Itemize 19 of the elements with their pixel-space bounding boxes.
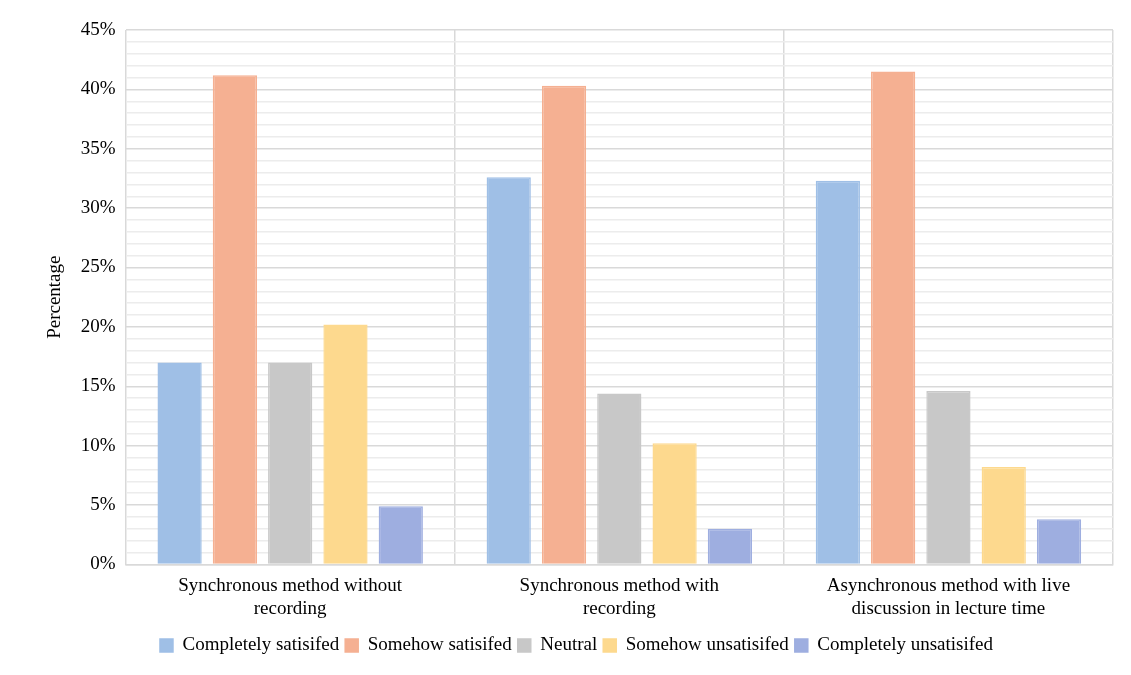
y-tick-label: 40% [80,77,116,99]
legend-label: Somehow satisifed [367,633,513,655]
legend-label: Neutral [540,633,598,655]
x-tick-label: Asynchronous method with live discussion in lecture time [826,573,1071,618]
y-axis-title: Percentage [43,255,65,339]
legend-label: Completely unsatisifed [817,633,994,655]
x-tick-label: Synchronous method with recording [519,573,720,618]
y-tick-label: 35% [80,136,116,158]
y-tick-label: 15% [80,374,116,396]
y-tick-label: 10% [80,433,116,455]
y-tick-label: 25% [80,255,116,277]
y-tick-label: 0% [90,552,116,574]
y-tick-label: 5% [90,493,116,515]
y-tick-label: 20% [80,314,116,336]
x-tick-label: Synchronous method without recording [178,573,403,618]
y-tick-label: 45% [80,17,116,39]
legend-label: Completely satisifed [182,633,340,655]
legend-label: Somehow unsatisifed [625,633,790,655]
y-tick-label: 30% [80,196,116,218]
